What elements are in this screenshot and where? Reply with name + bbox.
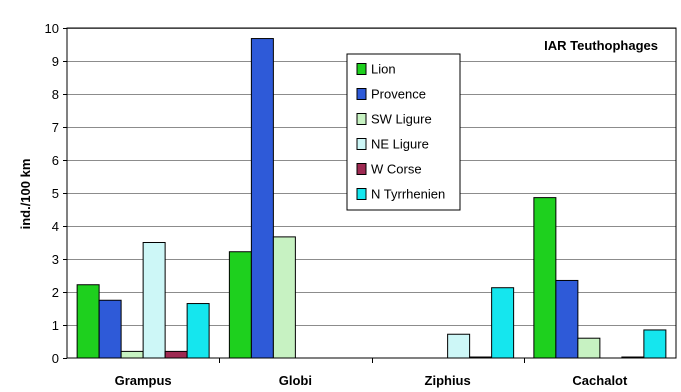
legend-label: N Tyrrhenien (371, 187, 445, 202)
x-category-labels: Grampus Globi Ziphius Cachalot (115, 373, 628, 388)
bar-ziphius-w-corse (469, 356, 493, 359)
bar-globi-provence (250, 38, 274, 359)
legend-label: W Corse (371, 162, 422, 177)
y-tick-label: 5 (52, 186, 59, 201)
y-tick-label: 8 (52, 87, 59, 102)
legend-label: SW Ligure (371, 112, 432, 127)
legend: Lion Provence SW Ligure NE Ligure W Corse N T… (346, 53, 461, 211)
bar-grampus-lion (76, 284, 100, 359)
y-tick-labels: 0 1 2 3 4 5 6 7 8 9 10 (45, 21, 59, 366)
bar-globi-lion (228, 251, 252, 359)
bar-grampus-sw-ligure (120, 350, 144, 359)
legend-box (346, 53, 461, 211)
bar-cachalot-lion (533, 197, 557, 359)
chart-title: IAR Teuthophages (544, 38, 658, 53)
y-tick-label: 3 (52, 252, 59, 267)
bar-ziphius-n-tyrrhenien (491, 287, 515, 359)
bar-grampus-w-corse (164, 350, 188, 359)
legend-swatch (356, 63, 367, 75)
y-tick-label: 4 (52, 219, 59, 234)
y-tick-label: 10 (45, 21, 59, 36)
y-tick-label: 0 (52, 351, 59, 366)
legend-swatch (356, 88, 367, 100)
bar-cachalot-sw-ligure (577, 337, 601, 359)
y-tick-label: 1 (52, 318, 59, 333)
bar-grampus-ne-ligure (142, 242, 166, 359)
legend-label: NE Ligure (371, 137, 429, 152)
x-category-label: Grampus (115, 373, 172, 388)
x-category-label: Ziphius (425, 373, 471, 388)
bar-cachalot-w-corse (621, 356, 645, 359)
bar-cachalot-n-tyrrhenien (643, 329, 667, 359)
y-tick-label: 6 (52, 153, 59, 168)
bar-ziphius-ne-ligure (447, 333, 471, 359)
bar-grampus-n-tyrrhenien (186, 303, 210, 359)
y-axis-label: ind./100 km (18, 159, 33, 230)
bar-grampus-provence (98, 299, 122, 359)
y-tick-label: 7 (52, 120, 59, 135)
y-tick-label: 2 (52, 285, 59, 300)
legend-swatch (356, 113, 367, 125)
x-category-label: Globi (279, 373, 312, 388)
legend-swatch (356, 138, 367, 150)
bar-cachalot-provence (555, 279, 579, 359)
legend-label: Provence (371, 87, 426, 102)
y-tick-label: 9 (52, 54, 59, 69)
bars (76, 38, 667, 359)
x-category-label: Cachalot (572, 373, 628, 388)
axes (63, 27, 677, 363)
legend-swatch (356, 188, 367, 200)
legend-label: Lion (371, 62, 396, 77)
legend-swatch (356, 163, 367, 175)
bar-globi-sw-ligure (272, 236, 296, 359)
